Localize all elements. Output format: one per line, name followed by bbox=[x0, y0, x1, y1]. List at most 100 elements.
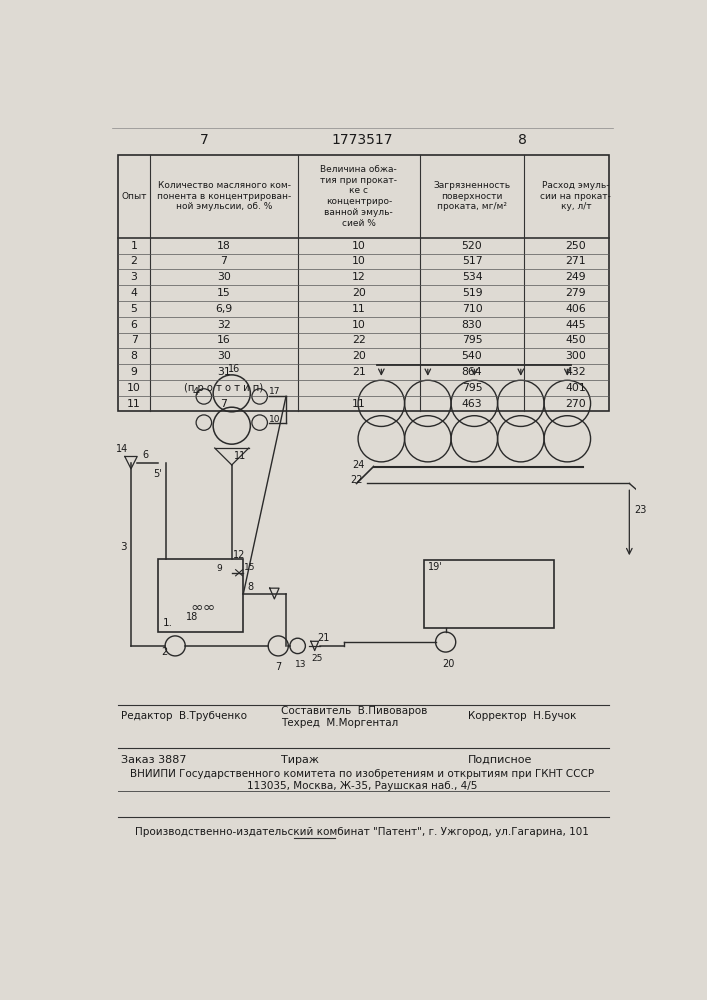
Text: 249: 249 bbox=[566, 272, 586, 282]
Text: 10: 10 bbox=[352, 256, 366, 266]
Text: 113035, Москва, Ж-35, Раушская наб., 4/5: 113035, Москва, Ж-35, Раушская наб., 4/5 bbox=[247, 781, 477, 791]
Text: Составитель  В.Пивоваров: Составитель В.Пивоваров bbox=[281, 706, 427, 716]
Text: 12: 12 bbox=[352, 272, 366, 282]
Text: 22: 22 bbox=[352, 335, 366, 345]
Text: 432: 432 bbox=[566, 367, 586, 377]
Text: 517: 517 bbox=[462, 256, 482, 266]
Text: 864: 864 bbox=[462, 367, 482, 377]
Text: 9: 9 bbox=[131, 367, 138, 377]
Text: 15: 15 bbox=[217, 288, 231, 298]
Text: 830: 830 bbox=[462, 320, 482, 330]
Text: 30: 30 bbox=[217, 351, 231, 361]
Text: 3: 3 bbox=[120, 542, 127, 552]
Text: 5': 5' bbox=[153, 469, 162, 479]
Text: ∞∞: ∞∞ bbox=[191, 600, 216, 615]
Text: 10: 10 bbox=[269, 415, 281, 424]
Bar bbox=[158, 559, 243, 632]
Text: 401: 401 bbox=[566, 383, 586, 393]
Text: 2: 2 bbox=[161, 647, 168, 657]
Text: Опыт: Опыт bbox=[122, 192, 147, 201]
Text: 7: 7 bbox=[275, 662, 281, 672]
Text: 11: 11 bbox=[352, 399, 366, 409]
Text: Величина обжа-
тия при прокат-
ке с
концентриро-
ванной эмуль-
сией %: Величина обжа- тия при прокат- ке с конц… bbox=[320, 165, 397, 228]
Text: 795: 795 bbox=[462, 335, 482, 345]
Text: 32: 32 bbox=[217, 320, 231, 330]
Text: 7: 7 bbox=[221, 399, 228, 409]
Bar bbox=[424, 560, 554, 628]
Text: 21: 21 bbox=[352, 367, 366, 377]
Text: 18: 18 bbox=[186, 612, 198, 622]
Text: Заказ 3887: Заказ 3887 bbox=[121, 755, 187, 765]
Text: 9: 9 bbox=[216, 564, 222, 573]
Text: 271: 271 bbox=[566, 256, 586, 266]
Text: 445: 445 bbox=[566, 320, 586, 330]
Text: 270: 270 bbox=[566, 399, 586, 409]
Text: 24: 24 bbox=[352, 460, 364, 470]
Text: 17: 17 bbox=[269, 387, 281, 396]
Text: 6,9: 6,9 bbox=[216, 304, 233, 314]
Text: 7: 7 bbox=[131, 335, 138, 345]
Text: 31: 31 bbox=[217, 367, 231, 377]
Text: 14: 14 bbox=[115, 444, 128, 454]
Text: Загрязненность
поверхности
проката, мг/м²: Загрязненность поверхности проката, мг/м… bbox=[433, 181, 510, 211]
Text: 11: 11 bbox=[127, 399, 141, 409]
Text: 10: 10 bbox=[352, 241, 366, 251]
Text: 540: 540 bbox=[462, 351, 482, 361]
Bar bbox=[118, 155, 609, 411]
Text: 8: 8 bbox=[518, 133, 527, 147]
Text: 534: 534 bbox=[462, 272, 482, 282]
Text: Редактор  В.Трубченко: Редактор В.Трубченко bbox=[121, 711, 247, 721]
Text: 12: 12 bbox=[233, 550, 245, 560]
Text: 20: 20 bbox=[352, 351, 366, 361]
Text: 1.: 1. bbox=[163, 618, 173, 628]
Text: 519: 519 bbox=[462, 288, 482, 298]
Text: Тираж: Тираж bbox=[281, 755, 319, 765]
Text: 11: 11 bbox=[234, 451, 246, 461]
Text: 10: 10 bbox=[127, 383, 141, 393]
Text: 8: 8 bbox=[247, 582, 253, 592]
Text: 23: 23 bbox=[634, 505, 646, 515]
Text: 7: 7 bbox=[200, 133, 209, 147]
Text: 13: 13 bbox=[295, 660, 306, 669]
Text: Производственно-издательский комбинат "Патент", г. Ужгород, ул.Гагарина, 101: Производственно-издательский комбинат "П… bbox=[135, 827, 589, 837]
Text: 19': 19' bbox=[428, 562, 443, 572]
Text: 25: 25 bbox=[312, 654, 323, 663]
Text: ВНИИПИ Государственного комитета по изобретениям и открытиям при ГКНТ СССР: ВНИИПИ Государственного комитета по изоб… bbox=[130, 769, 594, 779]
Text: 1: 1 bbox=[131, 241, 138, 251]
Text: 11: 11 bbox=[352, 304, 366, 314]
Text: Подписное: Подписное bbox=[468, 755, 532, 765]
Text: 463: 463 bbox=[462, 399, 482, 409]
Text: 710: 710 bbox=[462, 304, 482, 314]
Text: 15: 15 bbox=[244, 563, 256, 572]
Text: 6: 6 bbox=[131, 320, 138, 330]
Text: 250: 250 bbox=[566, 241, 586, 251]
Text: 16: 16 bbox=[217, 335, 231, 345]
Text: 21: 21 bbox=[317, 633, 329, 643]
Text: 1773517: 1773517 bbox=[331, 133, 392, 147]
Text: Расход эмуль-
сии на прокат-
ку, л/т: Расход эмуль- сии на прокат- ку, л/т bbox=[540, 181, 612, 211]
Text: 6: 6 bbox=[143, 450, 148, 460]
Text: 2: 2 bbox=[131, 256, 138, 266]
Text: 300: 300 bbox=[566, 351, 586, 361]
Text: 4: 4 bbox=[193, 387, 199, 397]
Text: 520: 520 bbox=[462, 241, 482, 251]
Text: 406: 406 bbox=[566, 304, 586, 314]
Text: 450: 450 bbox=[566, 335, 586, 345]
Text: 10: 10 bbox=[352, 320, 366, 330]
Text: 3: 3 bbox=[131, 272, 138, 282]
Text: 30: 30 bbox=[217, 272, 231, 282]
Text: 7: 7 bbox=[221, 256, 228, 266]
Text: 5: 5 bbox=[131, 304, 138, 314]
Text: Корректор  Н.Бучок: Корректор Н.Бучок bbox=[468, 711, 576, 721]
Text: 18: 18 bbox=[217, 241, 231, 251]
Text: (п р о т о т и п): (п р о т о т и п) bbox=[185, 383, 264, 393]
Text: 795: 795 bbox=[462, 383, 482, 393]
Text: 8: 8 bbox=[131, 351, 138, 361]
Text: 279: 279 bbox=[566, 288, 586, 298]
Text: 16: 16 bbox=[228, 364, 240, 374]
Text: 4: 4 bbox=[131, 288, 138, 298]
Text: 20: 20 bbox=[443, 659, 455, 669]
Text: 20: 20 bbox=[352, 288, 366, 298]
Text: Количество масляного ком-
понента в концентрирован-
ной эмульсии, об. %: Количество масляного ком- понента в конц… bbox=[157, 181, 291, 211]
Text: 22: 22 bbox=[351, 475, 363, 485]
